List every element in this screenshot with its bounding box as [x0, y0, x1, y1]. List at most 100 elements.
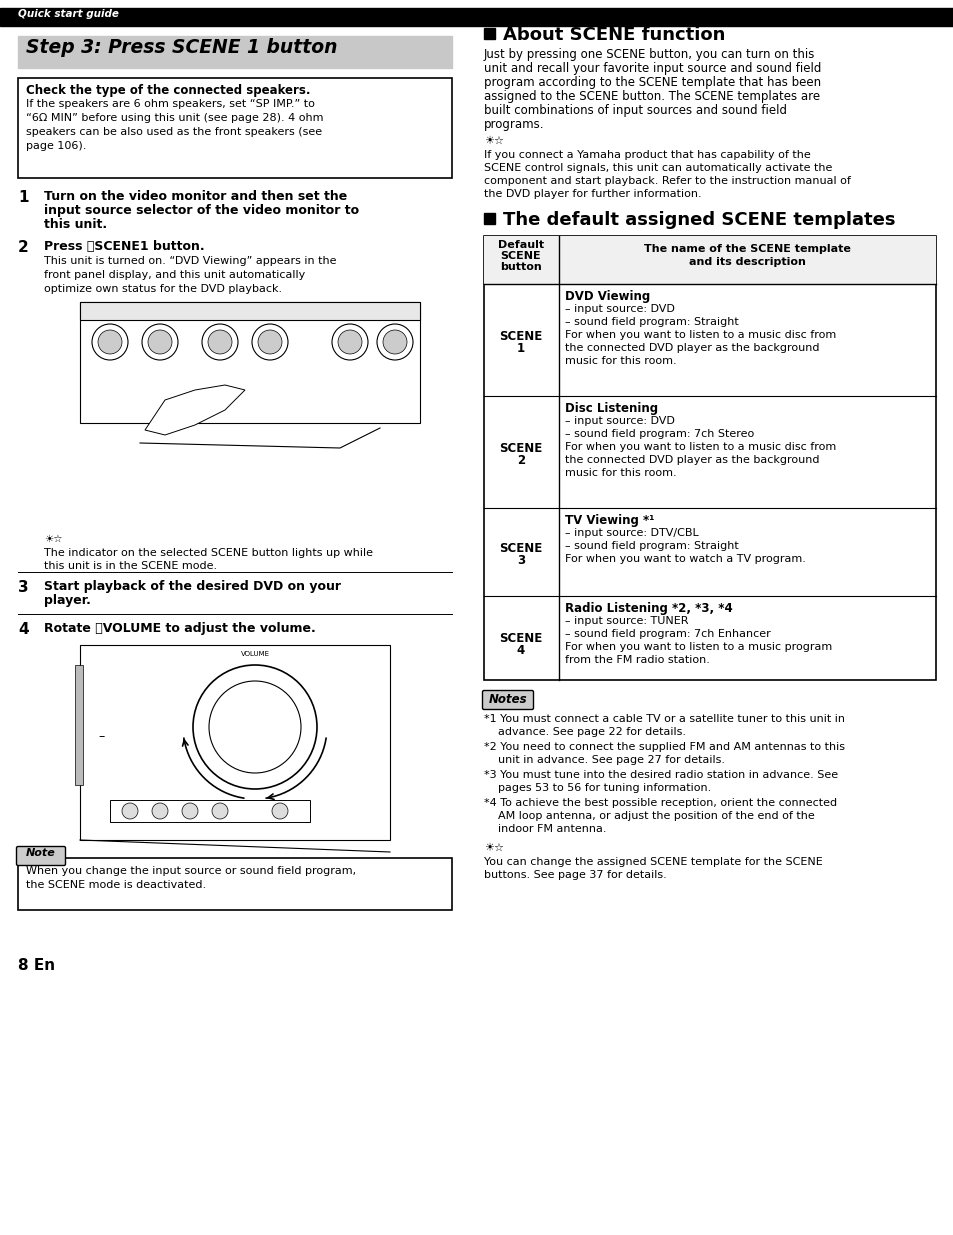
Text: This unit is turned on. “DVD Viewing” appears in the: This unit is turned on. “DVD Viewing” ap…: [44, 256, 336, 266]
Text: this unit is in the SCENE mode.: this unit is in the SCENE mode.: [44, 561, 217, 571]
Text: – sound field program: 7ch Stereo: – sound field program: 7ch Stereo: [564, 429, 754, 438]
Text: For when you want to watch a TV program.: For when you want to watch a TV program.: [564, 555, 805, 564]
Text: input source selector of the video monitor to: input source selector of the video monit…: [44, 204, 358, 217]
Bar: [80, 303, 419, 320]
Text: ☀☆: ☀☆: [44, 534, 63, 543]
Circle shape: [148, 330, 172, 354]
Text: Press ⓈSCENE1 button.: Press ⓈSCENE1 button.: [44, 240, 204, 253]
Text: this unit.: this unit.: [44, 219, 107, 231]
Text: Turn on the video monitor and then set the: Turn on the video monitor and then set t…: [44, 190, 347, 203]
Circle shape: [142, 324, 178, 359]
Bar: [80, 645, 390, 840]
Text: 4: 4: [517, 643, 524, 657]
Circle shape: [182, 803, 198, 819]
Text: – sound field program: 7ch Enhancer: – sound field program: 7ch Enhancer: [564, 629, 770, 638]
Text: SCENE: SCENE: [498, 330, 542, 343]
Text: About SCENE function: About SCENE function: [502, 26, 724, 44]
Text: For when you want to listen to a music program: For when you want to listen to a music p…: [564, 642, 831, 652]
Text: player.: player.: [44, 594, 91, 606]
Text: If the speakers are 6 ohm speakers, set “SP IMP.” to: If the speakers are 6 ohm speakers, set …: [26, 99, 314, 109]
Text: unit in advance. See page 27 for details.: unit in advance. See page 27 for details…: [483, 755, 724, 764]
Circle shape: [212, 803, 228, 819]
Circle shape: [202, 324, 237, 359]
Text: ☀☆: ☀☆: [483, 844, 503, 853]
Text: 1: 1: [517, 342, 524, 354]
Text: page 106).: page 106).: [26, 141, 87, 151]
Text: programs.: programs.: [483, 119, 544, 131]
Text: Notes: Notes: [488, 693, 527, 706]
Text: SCENE: SCENE: [498, 442, 542, 454]
Bar: [110, 800, 310, 823]
Text: When you change the input source or sound field program,: When you change the input source or soun…: [26, 866, 355, 876]
Text: – input source: TUNER: – input source: TUNER: [564, 616, 688, 626]
Text: Note: Note: [26, 848, 56, 858]
Circle shape: [193, 664, 316, 789]
FancyBboxPatch shape: [482, 690, 533, 709]
Text: 2: 2: [517, 454, 524, 467]
Text: DVD Viewing: DVD Viewing: [564, 290, 650, 303]
Text: SCENE: SCENE: [498, 542, 542, 555]
Circle shape: [337, 330, 361, 354]
Text: For when you want to listen to a music disc from: For when you want to listen to a music d…: [564, 330, 836, 340]
Text: program according to the SCENE template that has been: program according to the SCENE template …: [483, 77, 821, 89]
Text: – sound field program: Straight: – sound field program: Straight: [564, 317, 738, 327]
Text: buttons. See page 37 for details.: buttons. See page 37 for details.: [483, 869, 666, 881]
Text: button: button: [499, 262, 541, 272]
Polygon shape: [145, 385, 245, 435]
Bar: [18, 78, 452, 178]
Text: pages 53 to 56 for tuning information.: pages 53 to 56 for tuning information.: [483, 783, 711, 793]
Bar: [18, 36, 452, 68]
Text: 4: 4: [18, 622, 29, 637]
Text: VOLUME: VOLUME: [240, 651, 269, 657]
Text: built combinations of input sources and sound field: built combinations of input sources and …: [483, 104, 786, 117]
Text: music for this room.: music for this room.: [564, 356, 676, 366]
Text: the connected DVD player as the background: the connected DVD player as the backgrou…: [564, 454, 819, 466]
Text: Just by pressing one SCENE button, you can turn on this: Just by pressing one SCENE button, you c…: [483, 48, 815, 61]
Text: indoor FM antenna.: indoor FM antenna.: [483, 824, 606, 834]
Text: If you connect a Yamaha product that has capability of the: If you connect a Yamaha product that has…: [483, 149, 810, 161]
Text: SCENE: SCENE: [498, 632, 542, 645]
Text: AM loop antenna, or adjust the position of the end of the: AM loop antenna, or adjust the position …: [483, 811, 814, 821]
Text: 2: 2: [18, 240, 29, 254]
Text: SCENE: SCENE: [500, 251, 540, 261]
Text: Disc Listening: Disc Listening: [564, 403, 658, 415]
Text: music for this room.: music for this room.: [564, 468, 676, 478]
FancyBboxPatch shape: [16, 846, 66, 866]
Text: optimize own status for the DVD playback.: optimize own status for the DVD playback…: [44, 284, 282, 294]
Text: The default assigned SCENE templates: The default assigned SCENE templates: [502, 211, 895, 228]
Circle shape: [376, 324, 413, 359]
Text: Rotate ⓙVOLUME to adjust the volume.: Rotate ⓙVOLUME to adjust the volume.: [44, 622, 315, 635]
Circle shape: [208, 330, 232, 354]
Text: The indicator on the selected SCENE button lights up while: The indicator on the selected SCENE butt…: [44, 548, 373, 558]
Circle shape: [382, 330, 407, 354]
Text: Step 3: Press SCENE 1 button: Step 3: Press SCENE 1 button: [26, 38, 337, 57]
Text: You can change the assigned SCENE template for the SCENE: You can change the assigned SCENE templa…: [483, 857, 821, 867]
Text: TV Viewing *¹: TV Viewing *¹: [564, 514, 654, 527]
Text: and its description: and its description: [688, 257, 804, 267]
Circle shape: [252, 324, 288, 359]
Text: 8 En: 8 En: [18, 958, 55, 973]
Bar: [483, 236, 935, 680]
Text: *1 You must connect a cable TV or a satellite tuner to this unit in: *1 You must connect a cable TV or a sate…: [483, 714, 844, 724]
Text: Default: Default: [497, 240, 543, 249]
Circle shape: [332, 324, 368, 359]
Text: the DVD player for further information.: the DVD player for further information.: [483, 189, 700, 199]
Text: ☀☆: ☀☆: [483, 136, 503, 146]
Circle shape: [257, 330, 282, 354]
Bar: [18, 858, 452, 910]
Circle shape: [272, 803, 288, 819]
Text: – input source: DTV/CBL: – input source: DTV/CBL: [564, 529, 698, 538]
Text: front panel display, and this unit automatically: front panel display, and this unit autom…: [44, 270, 305, 280]
Text: *3 You must tune into the desired radio station in advance. See: *3 You must tune into the desired radio …: [483, 769, 838, 781]
Text: –: –: [98, 730, 104, 743]
Bar: [0, 7, 953, 26]
Text: Check the type of the connected speakers.: Check the type of the connected speakers…: [26, 84, 310, 98]
Text: “6Ω MIN” before using this unit (see page 28). 4 ohm: “6Ω MIN” before using this unit (see pag…: [26, 112, 323, 124]
Circle shape: [91, 324, 128, 359]
Circle shape: [209, 680, 301, 773]
Text: 3: 3: [18, 580, 29, 595]
Text: – sound field program: Straight: – sound field program: Straight: [564, 541, 738, 551]
Text: the connected DVD player as the background: the connected DVD player as the backgrou…: [564, 343, 819, 353]
Bar: [80, 303, 419, 424]
Text: *4 To achieve the best possible reception, orient the connected: *4 To achieve the best possible receptio…: [483, 798, 836, 808]
